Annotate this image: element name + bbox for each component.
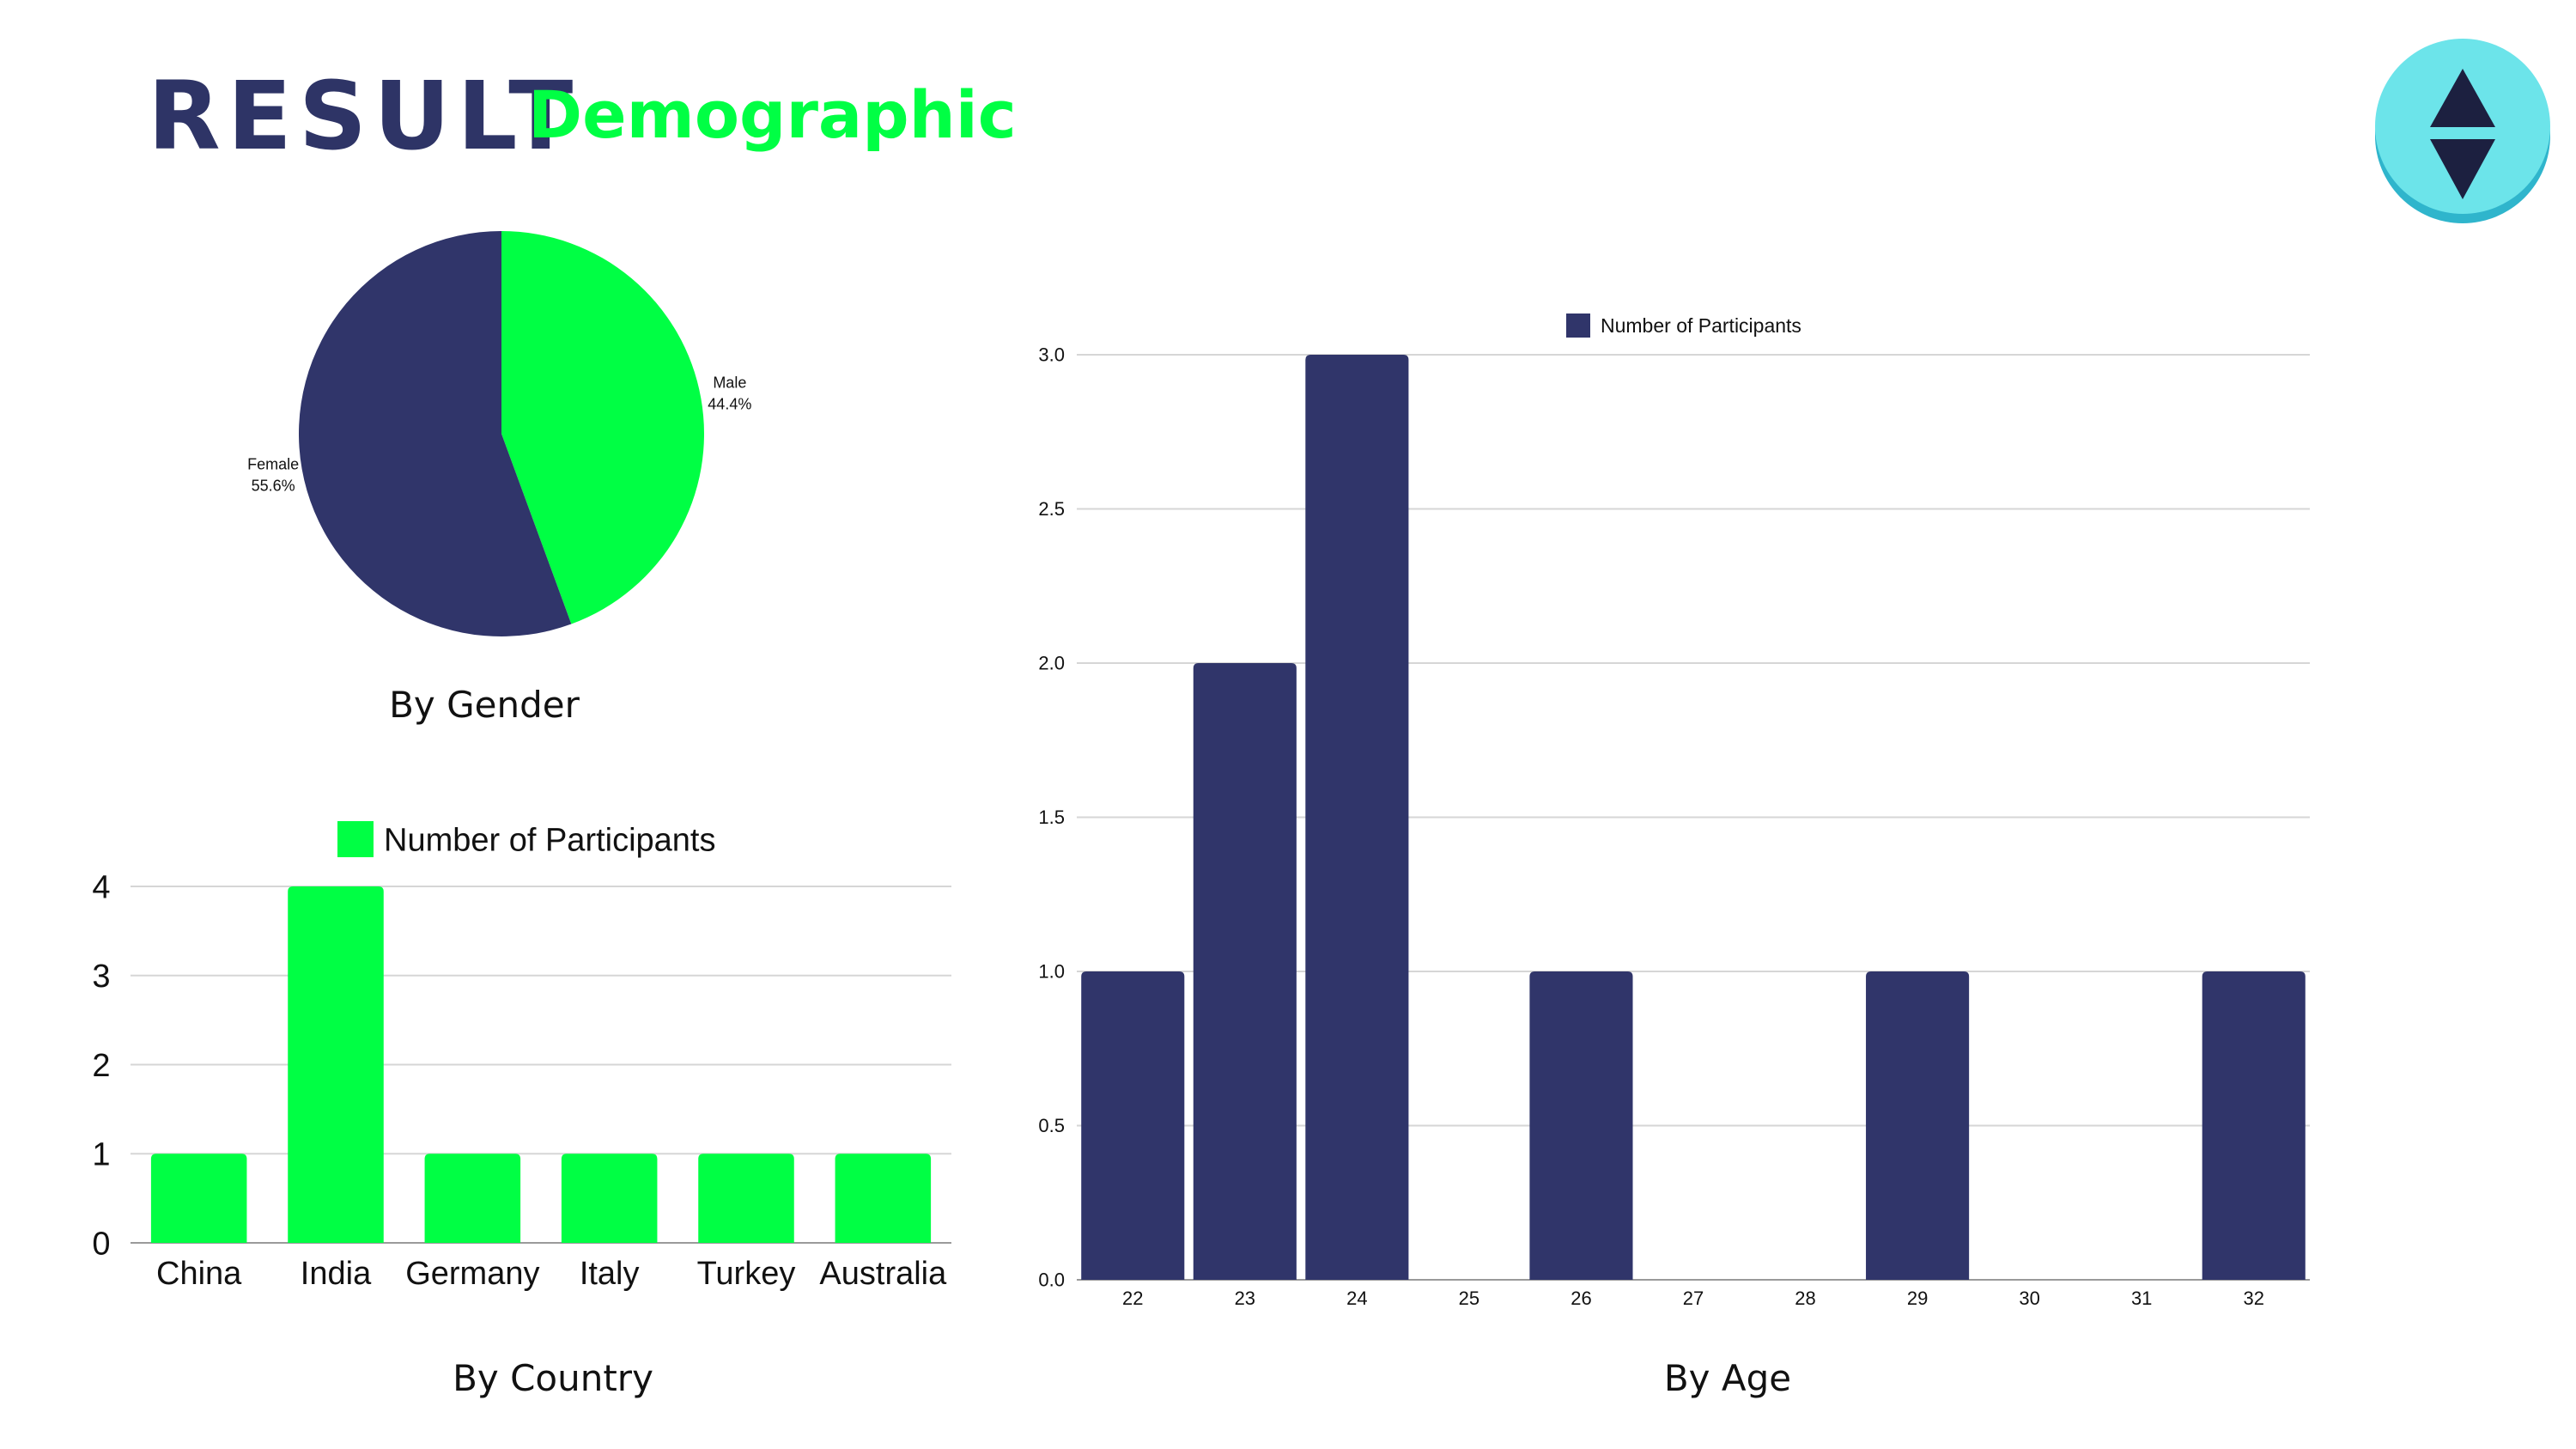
bar-australia bbox=[835, 1154, 932, 1243]
y-tick-label: 1.0 bbox=[1038, 961, 1065, 983]
y-tick-label: 3.0 bbox=[1038, 344, 1065, 366]
pie-slice-female bbox=[299, 231, 572, 636]
y-tick-label: 0.5 bbox=[1038, 1115, 1065, 1136]
bar-26 bbox=[1529, 971, 1633, 1280]
bar-23 bbox=[1193, 663, 1297, 1280]
bar-32 bbox=[2202, 971, 2306, 1280]
legend-swatch bbox=[337, 821, 374, 857]
x-tick-label: 25 bbox=[1459, 1288, 1479, 1309]
pie-slice-male bbox=[501, 231, 705, 624]
bar-24 bbox=[1305, 355, 1409, 1280]
y-tick-label: 1.5 bbox=[1038, 807, 1065, 828]
x-tick-label: 26 bbox=[1571, 1288, 1591, 1309]
page-title: RESULT bbox=[148, 61, 580, 171]
bar-italy bbox=[561, 1154, 658, 1243]
gender-pie-chart: Male 44.4% Female 55.6% bbox=[247, 231, 751, 636]
x-tick-label: Turkey bbox=[697, 1256, 796, 1292]
country-bar-chart: 0 1 2 3 4 Number of Participants China India Ger… bbox=[92, 821, 951, 1292]
x-tick-label: 22 bbox=[1122, 1288, 1143, 1309]
age-bar-chart: 0.0 0.5 1.0 1.5 2.0 2.5 3.0 Number of Participa… bbox=[1038, 314, 2310, 1309]
x-tick-label: 32 bbox=[2243, 1288, 2263, 1309]
x-tick-label: 30 bbox=[2019, 1288, 2039, 1309]
x-tick-label: 24 bbox=[1346, 1288, 1367, 1309]
pie-label-male: Male bbox=[713, 374, 746, 392]
y-tick-label: 2 bbox=[92, 1048, 110, 1084]
legend-label: Number of Participants bbox=[1601, 314, 1801, 337]
x-tick-label: 29 bbox=[1907, 1288, 1928, 1309]
y-tick-label: 2.0 bbox=[1038, 653, 1065, 674]
up-down-arrows-icon[interactable] bbox=[2368, 34, 2557, 232]
y-tick-label: 2.5 bbox=[1038, 498, 1065, 520]
up-arrow-icon bbox=[2430, 69, 2495, 127]
pie-value-label-male: 44.4% bbox=[708, 396, 751, 413]
bar-29 bbox=[1866, 971, 1970, 1280]
bar-turkey bbox=[698, 1154, 794, 1243]
x-tick-label: Australia bbox=[819, 1256, 947, 1292]
x-tick-label: 31 bbox=[2131, 1288, 2152, 1309]
y-tick-label: 3 bbox=[92, 959, 110, 995]
age-caption: By Age bbox=[1663, 1357, 1792, 1399]
bar-22 bbox=[1081, 971, 1185, 1280]
gender-caption: By Gender bbox=[389, 684, 580, 726]
y-tick-label: 0 bbox=[92, 1226, 110, 1262]
x-tick-label: Italy bbox=[580, 1256, 640, 1292]
page-subtitle: Demographic bbox=[528, 76, 1017, 153]
x-tick-label: China bbox=[156, 1256, 242, 1292]
down-arrow-icon bbox=[2430, 139, 2495, 199]
legend-swatch bbox=[1566, 314, 1590, 338]
x-tick-label: Germany bbox=[405, 1256, 539, 1292]
y-tick-label: 4 bbox=[92, 869, 110, 905]
bar-germany bbox=[424, 1154, 521, 1243]
x-tick-label: 27 bbox=[1683, 1288, 1704, 1309]
x-tick-label: 28 bbox=[1795, 1288, 1815, 1309]
bar-india bbox=[288, 886, 384, 1243]
bar-china bbox=[150, 1154, 247, 1243]
y-tick-label: 0.0 bbox=[1038, 1269, 1065, 1291]
country-caption: By Country bbox=[453, 1357, 653, 1399]
pie-value-label-female: 55.6% bbox=[252, 477, 295, 494]
x-tick-label: India bbox=[301, 1256, 372, 1292]
x-tick-label: 23 bbox=[1235, 1288, 1255, 1309]
pie-label-female: Female bbox=[247, 455, 299, 472]
legend-label: Number of Participants bbox=[384, 822, 716, 858]
y-tick-label: 1 bbox=[92, 1137, 110, 1173]
